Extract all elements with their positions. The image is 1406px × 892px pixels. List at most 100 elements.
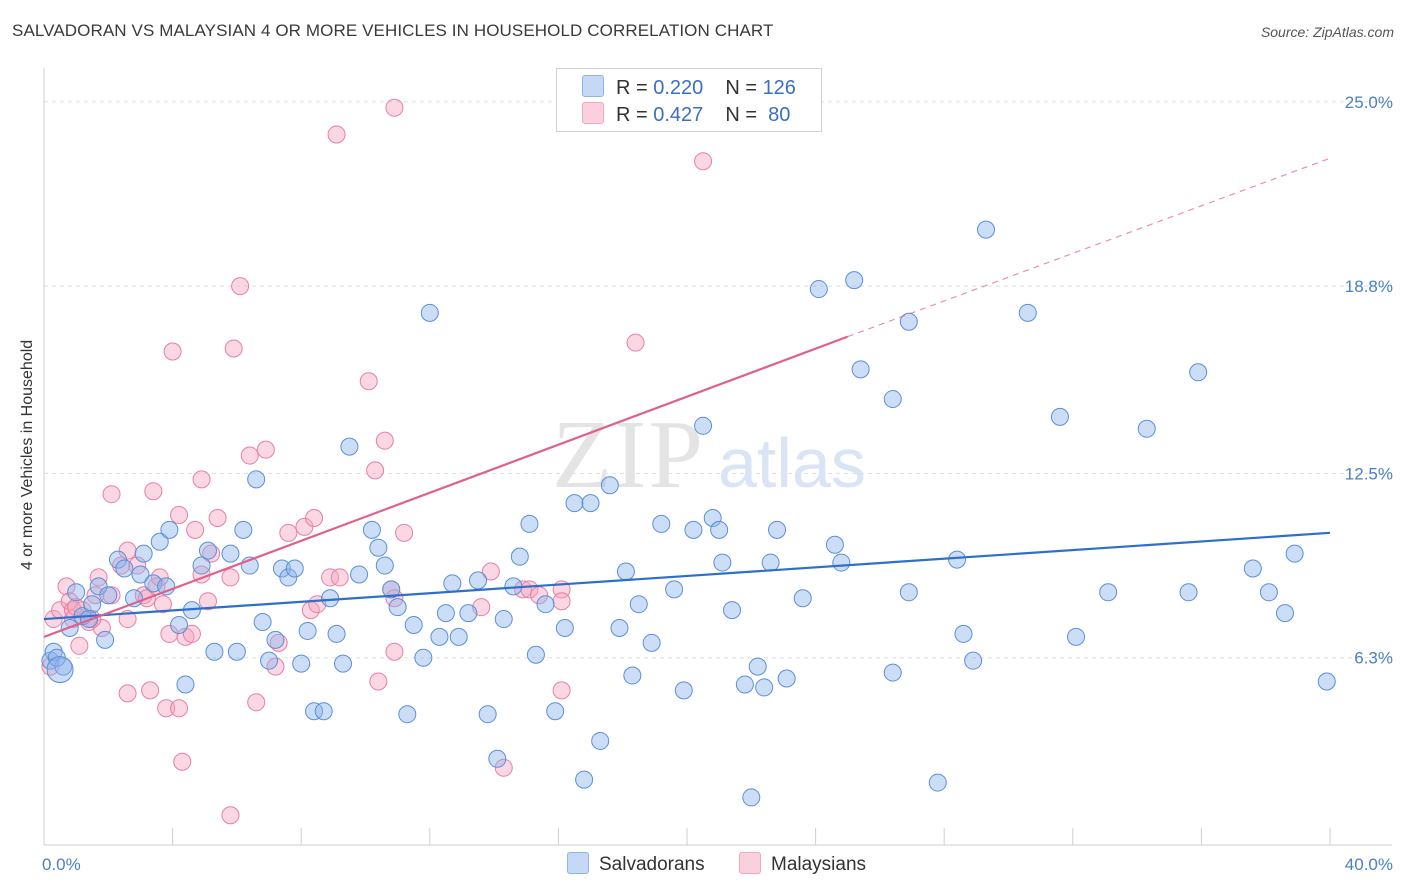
salvadoran-point — [1317, 672, 1336, 691]
salvadoran-point — [382, 580, 401, 599]
y-tick-label: 6.3% — [1354, 649, 1393, 668]
salvadoran-point — [83, 595, 102, 614]
malaysian-point — [385, 98, 404, 117]
legend-r-label: R = — [616, 77, 654, 99]
salvadoran-point — [333, 654, 352, 673]
salvadoran-point — [253, 613, 272, 632]
series-legend-malaysians[interactable]: Malaysians — [739, 852, 866, 876]
malaysian-point — [112, 556, 131, 575]
malaysian-point — [359, 372, 378, 391]
malaysian-point — [321, 568, 340, 587]
malaysian-point — [41, 657, 60, 676]
malaysian-point — [198, 592, 217, 611]
salvadoran-point — [321, 589, 340, 608]
x-tick-label: 40.0% — [1345, 855, 1393, 874]
salvadoran-point — [1285, 544, 1304, 563]
malaysian-point — [221, 568, 240, 587]
salvadoran-point — [350, 565, 369, 584]
salvadoran-point — [404, 616, 423, 634]
salvadoran-point — [398, 705, 417, 724]
salvadoran-point — [748, 657, 767, 676]
salvadoran-point — [260, 651, 279, 670]
series-legend-salvadorans[interactable]: Salvadorans — [567, 852, 705, 876]
malaysian-point — [102, 485, 121, 504]
salvadoran-point — [652, 514, 671, 533]
salvadoran-point — [1018, 303, 1037, 322]
salvadoran-point — [54, 657, 73, 676]
salvadoran-point — [150, 532, 169, 551]
salvadoran-point — [292, 654, 311, 673]
salvadoran-point — [761, 553, 780, 572]
malaysian-point — [269, 633, 288, 652]
salvadoran-point — [131, 565, 150, 584]
salvadoran-point — [616, 562, 635, 581]
malaysian-point — [305, 508, 324, 527]
salvadoran-point — [703, 508, 722, 527]
salvadoran-point — [1243, 559, 1262, 578]
salvadoran-point — [108, 550, 127, 569]
salvadoran-point — [600, 476, 619, 495]
salvadoran-point — [954, 624, 973, 643]
legend-row-salvadorans: R = 0.220 N = 126 — [582, 75, 796, 99]
salvadoran-point — [694, 416, 713, 435]
watermark-zip: ZIP — [552, 401, 705, 509]
series-label-salvadorans: Salvadorans — [599, 854, 705, 875]
legend-swatch-malaysians — [582, 102, 604, 124]
malaysian-point — [182, 624, 201, 643]
chart-title: SALVADORAN VS MALAYSIAN 4 OR MORE VEHICL… — [12, 21, 774, 40]
salvadoran-point — [768, 520, 787, 539]
salvadoran-point — [221, 544, 240, 563]
salvadoran-point — [327, 624, 346, 643]
salvadoran-point — [44, 642, 63, 661]
salvadoran-point — [845, 271, 864, 290]
salvadoran-point — [591, 731, 610, 750]
malaysian-point — [202, 544, 221, 563]
malaysian-point — [366, 461, 385, 480]
malaysian-point — [163, 342, 182, 361]
malaysian-point — [240, 446, 259, 465]
salvadoran-point — [755, 678, 774, 697]
salvadoran-point — [1067, 627, 1086, 646]
legend-n-label: N = — [725, 77, 763, 99]
salvadoran-point — [115, 559, 134, 578]
salvadoran-point — [420, 303, 439, 322]
salvadoran-point — [234, 520, 253, 539]
legend-n-label: N = — [725, 104, 763, 126]
salvadoran-point — [469, 571, 488, 590]
malaysian-point — [231, 277, 250, 296]
malaysian-point — [626, 333, 645, 352]
salvadoran-point — [723, 601, 742, 620]
malaysian-point — [57, 577, 76, 596]
salvadoran-point — [735, 675, 754, 694]
malaysian-point — [369, 672, 388, 691]
malaysian-point — [247, 693, 266, 712]
salvadoran-point — [1259, 583, 1278, 602]
malaysian-point — [153, 595, 172, 614]
legend-r-value: 0.427 — [653, 104, 704, 126]
y-tick-label: 25.0% — [1345, 93, 1393, 112]
salvadoran-point — [684, 520, 703, 539]
salvadoran-point — [713, 553, 732, 572]
salvadoran-point — [976, 220, 995, 239]
salvadorans-points — [41, 220, 1336, 807]
salvadoran-point — [176, 675, 195, 694]
salvadoran-point — [964, 651, 983, 670]
malaysian-point — [134, 586, 153, 605]
malaysian-point — [256, 440, 275, 459]
salvadoran-point — [305, 702, 324, 721]
salvadoran-point — [581, 494, 600, 513]
y-tick-label: 18.8% — [1345, 277, 1393, 296]
salvadoran-point — [362, 520, 381, 539]
malaysian-point — [395, 523, 414, 542]
salvadoran-point — [192, 556, 211, 575]
malaysians-points — [41, 98, 713, 825]
salvadoran-point — [459, 604, 478, 623]
salvadoran-point — [1275, 604, 1294, 623]
malaysian-point — [144, 482, 163, 501]
source-label: Source: ZipAtlas.com — [1260, 24, 1394, 40]
salvadoran-point — [478, 705, 497, 724]
malaysian-point — [157, 699, 176, 718]
salvadoran-point — [1189, 363, 1208, 382]
salvadoran-point — [414, 648, 433, 667]
